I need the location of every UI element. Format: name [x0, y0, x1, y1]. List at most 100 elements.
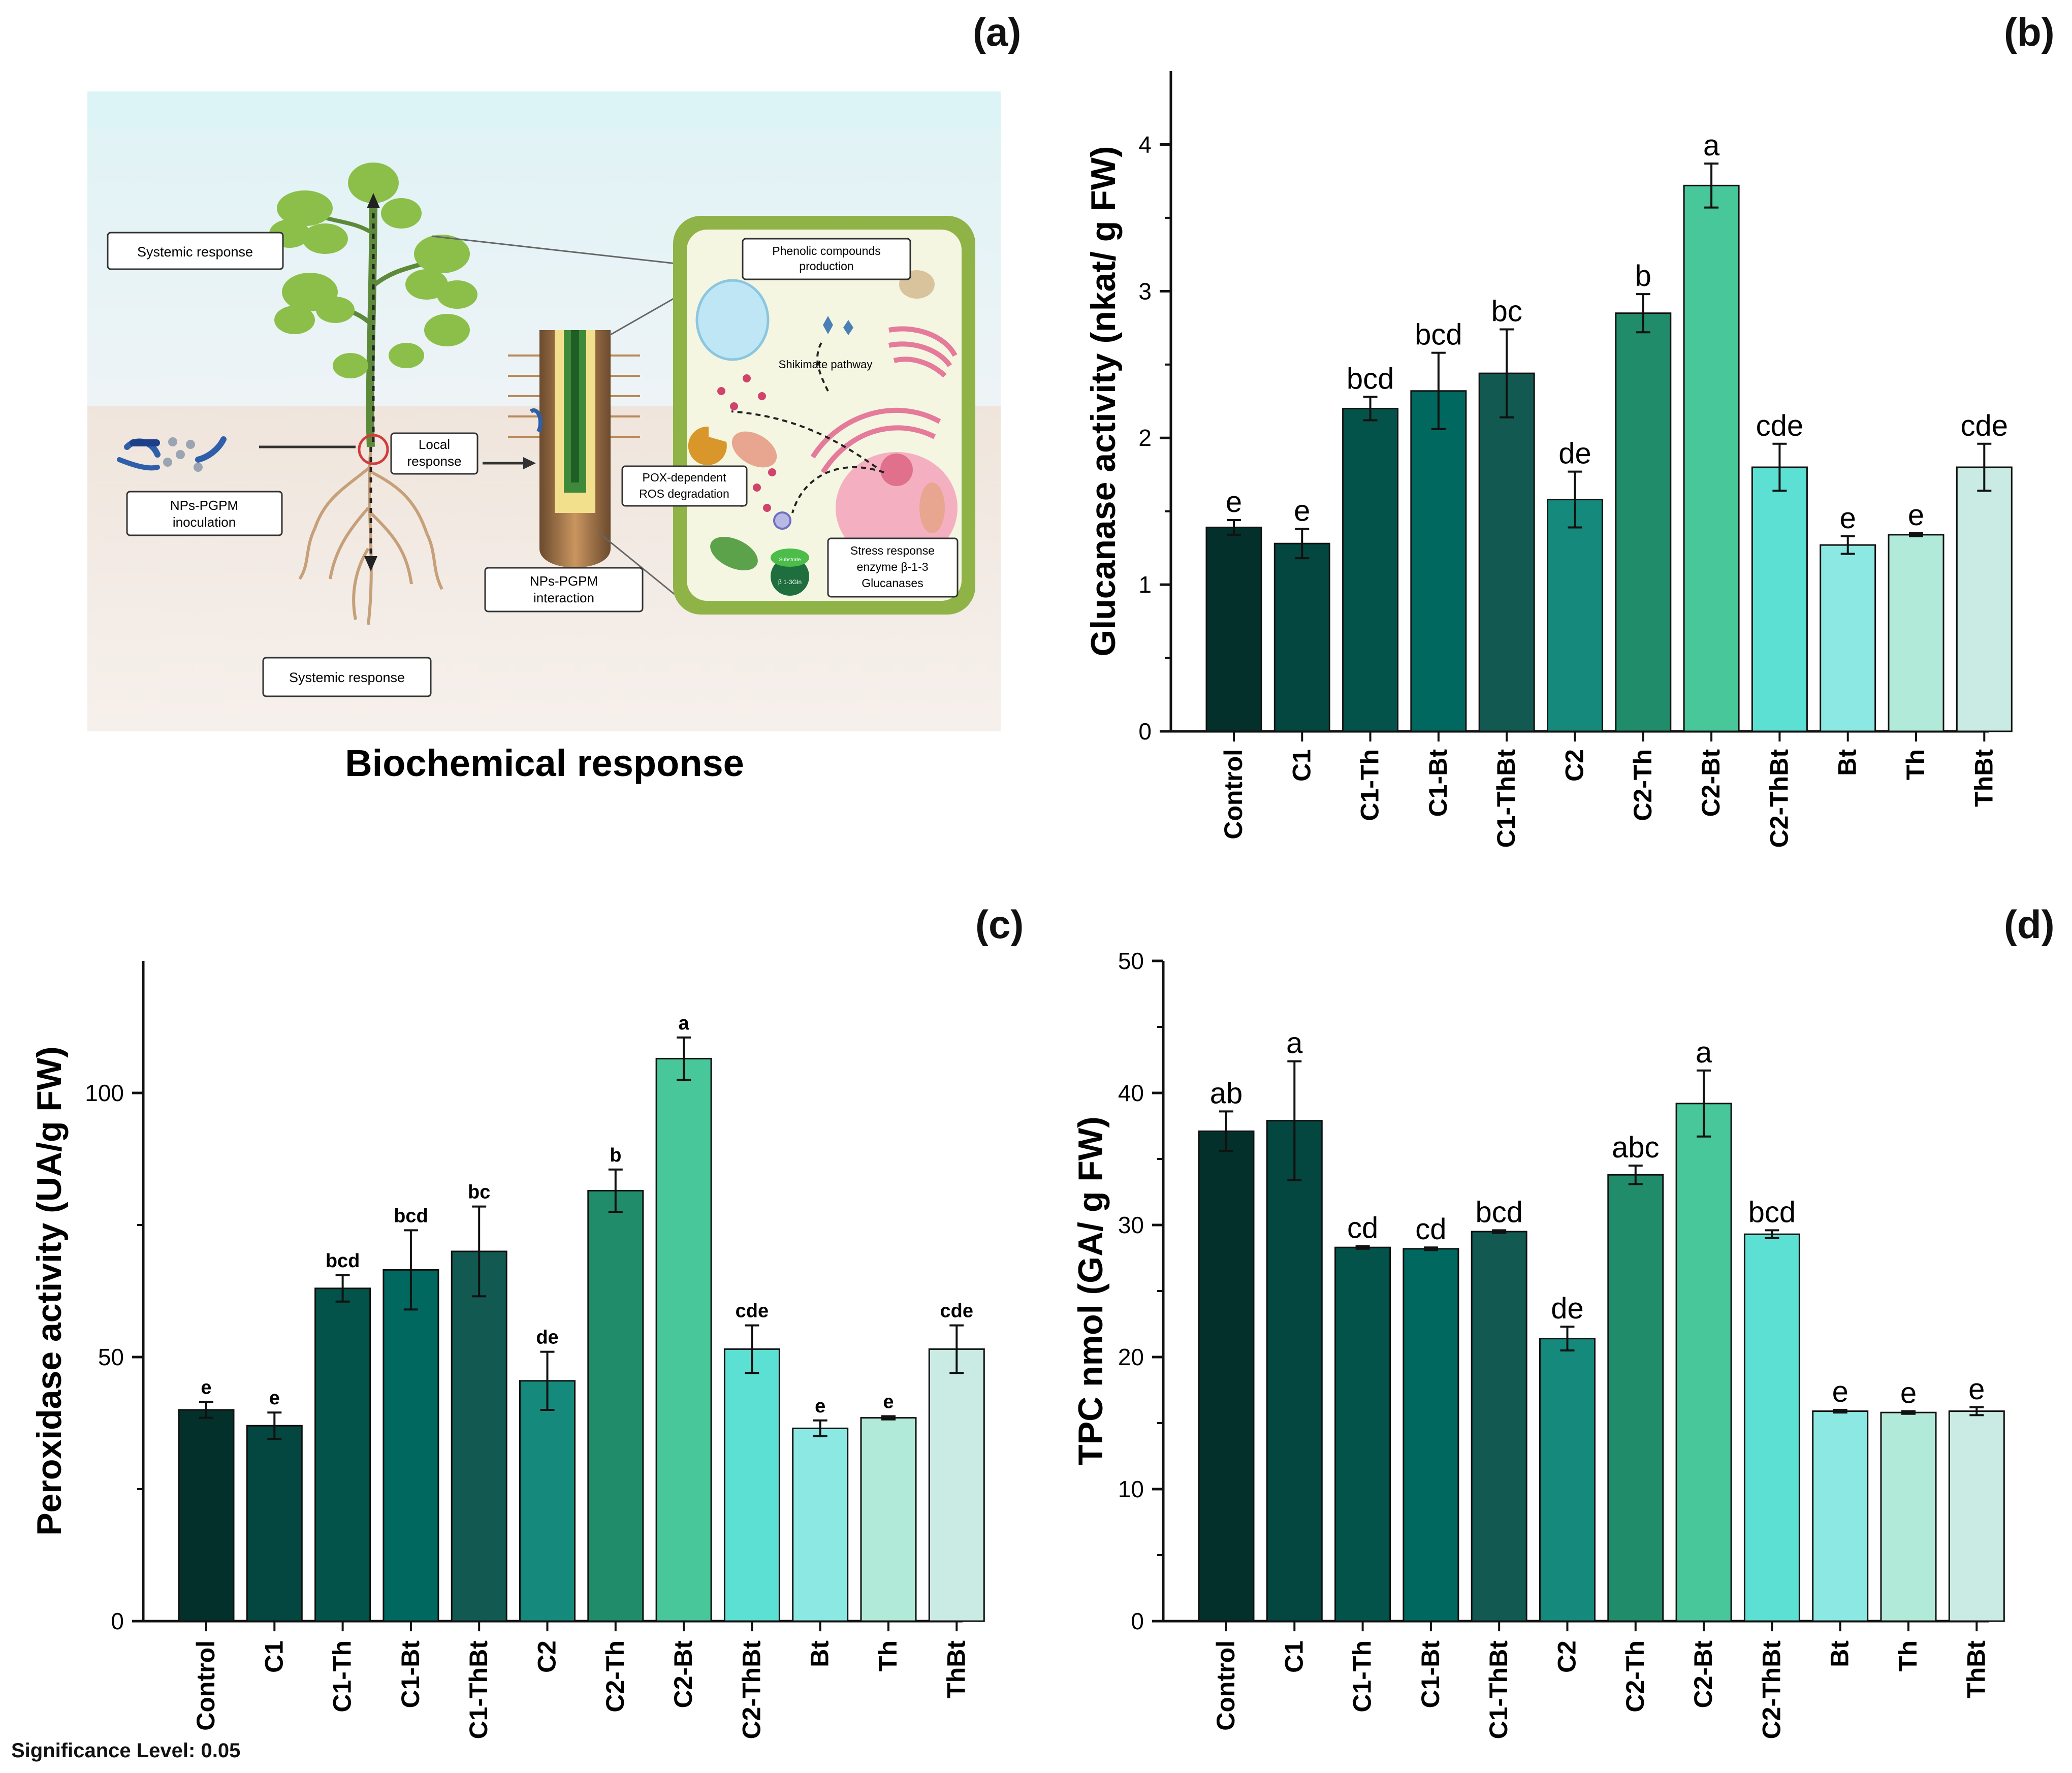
- sky-band: [87, 91, 1001, 130]
- x-tick-label: C2-Th: [601, 1640, 629, 1713]
- stress-line-2: enzyme β-1-3: [856, 560, 928, 573]
- x-tick-label: C2-ThBt: [737, 1640, 766, 1739]
- significance-letter: a: [679, 1013, 690, 1034]
- y-axis-label: TPC nmol (GA/ g FW): [1071, 1116, 1110, 1465]
- bar-C2: [1547, 499, 1603, 732]
- bar-C2-ThBt: [1743, 1233, 1800, 1622]
- phenolic-box: Phenolic compounds production: [742, 238, 911, 280]
- chart-c: 0 50 100 Peroxidase activity (UA/g FW) e Cont…: [30, 961, 985, 1739]
- x-tick-label: C2-Th: [1629, 749, 1657, 821]
- y-tick-label: 50: [98, 1344, 124, 1370]
- x-tick-label: ThBt: [1962, 1640, 1990, 1698]
- bar-C2-Bt: [655, 1057, 712, 1622]
- stress-box: Stress response enzyme β-1-3 Glucanases: [827, 537, 959, 598]
- bar-C2-Th: [587, 1189, 644, 1622]
- bar-C1: [246, 1425, 303, 1622]
- y-tick-label: 0: [1131, 1608, 1144, 1634]
- bar-C2-Bt: [1675, 1103, 1732, 1622]
- substrate-label: Substrate: [779, 557, 801, 563]
- x-tick-label: Bt: [1833, 749, 1862, 776]
- x-tick-label: C1-ThBt: [464, 1640, 493, 1739]
- y-tick-label: 10: [1118, 1476, 1144, 1502]
- bar-C2: [1539, 1338, 1596, 1622]
- systemic-response-top-box: Systemic response: [107, 232, 284, 270]
- tomato-plant-icon: [269, 163, 477, 447]
- x-tick-label: C2: [1560, 749, 1589, 782]
- significance-letter: bcd: [1475, 1196, 1523, 1229]
- phenolic-line-2: production: [799, 260, 853, 273]
- x-tick-label: C1-ThBt: [1484, 1640, 1513, 1739]
- x-tick-label: C1-Bt: [396, 1640, 425, 1708]
- bar-Th: [1880, 1411, 1937, 1622]
- x-tick-label: C2-Th: [1621, 1640, 1649, 1713]
- bar-C1-ThBt: [451, 1250, 507, 1622]
- significance-letter: e: [1840, 502, 1856, 535]
- significance-letter: e: [1968, 1373, 1985, 1406]
- significance-letter: e: [269, 1388, 280, 1409]
- x-tick-label: C2: [1553, 1640, 1581, 1673]
- bar-C2-ThBt: [723, 1348, 780, 1622]
- y-axis-label: Peroxidase activity (UA/g FW): [30, 1046, 69, 1536]
- local-response-line-2: response: [407, 454, 462, 469]
- x-tick-label: C1-Th: [328, 1640, 357, 1713]
- x-tick-label: C1-ThBt: [1492, 749, 1520, 848]
- y-tick-label: 1: [1138, 571, 1152, 598]
- bar-Th: [1888, 534, 1945, 732]
- significance-letter: ab: [1210, 1077, 1243, 1110]
- significance-letter: abc: [1612, 1131, 1660, 1164]
- significance-letter: bcd: [326, 1250, 360, 1272]
- y-tick-label: 2: [1138, 425, 1152, 451]
- local-response-box: Local response: [390, 432, 479, 475]
- interaction-line-1: NPs-PGPM: [530, 573, 598, 589]
- significance-letter: de: [1558, 437, 1591, 470]
- significance-letter: e: [1294, 494, 1310, 527]
- shikimate-label: Shikimate pathway: [779, 358, 873, 371]
- pox-line-1: POX-dependent: [643, 471, 727, 484]
- panel-label-c: (c): [975, 902, 1024, 947]
- significance-letter: e: [1900, 1377, 1917, 1410]
- panel-label-a: (a): [973, 10, 1022, 54]
- pox-line-2: ROS degradation: [639, 487, 729, 500]
- bar-Control: [178, 1409, 235, 1622]
- significance-letter: cd: [1415, 1213, 1446, 1246]
- bar-C1-Bt: [1402, 1248, 1459, 1622]
- systemic-response-bottom-box: Systemic response: [262, 657, 432, 697]
- y-tick-label: 40: [1118, 1080, 1144, 1106]
- diagram-title: Biochemical response: [345, 742, 744, 784]
- x-tick-label: Control: [192, 1640, 220, 1731]
- bar-Bt: [1812, 1410, 1869, 1622]
- systemic-response-bottom-text: Systemic response: [289, 670, 405, 685]
- phenolic-line-1: Phenolic compounds: [772, 244, 881, 257]
- bar-Control: [1198, 1130, 1255, 1622]
- interaction-line-2: interaction: [533, 590, 594, 605]
- x-tick-label: ThBt: [1969, 749, 1998, 807]
- bar-ThBt: [1948, 1410, 2005, 1622]
- inoculation-box: NPs-PGPM inoculation: [126, 491, 283, 536]
- x-tick-label: C1-Bt: [1424, 749, 1452, 817]
- diagram-panel: Systemic response NPs-PGPM inoculation L…: [87, 91, 1001, 784]
- x-tick-label: C1-Bt: [1416, 1640, 1445, 1708]
- significance-letter: e: [1908, 499, 1924, 532]
- plant-cell-icon: [673, 216, 975, 615]
- bar-C2-Bt: [1683, 184, 1740, 732]
- y-tick-label: 0: [1138, 718, 1152, 745]
- bar-C2-Th: [1615, 312, 1672, 732]
- significance-letter: e: [1226, 486, 1242, 519]
- chart-b: 0 1 2 3 4 Glucanase activity (nkat/ g FW) e Con…: [1084, 71, 2013, 848]
- bar-C1-Th: [1334, 1246, 1391, 1622]
- significance-letter: cde: [1756, 409, 1804, 442]
- significance-letter: a: [1286, 1027, 1303, 1060]
- y-tick-label: 0: [111, 1608, 124, 1634]
- bar-C1: [1273, 542, 1330, 732]
- y-tick-label: 30: [1118, 1212, 1144, 1238]
- significance-letter: cd: [1347, 1212, 1378, 1245]
- bar-C2-Th: [1607, 1174, 1664, 1622]
- x-tick-label: Control: [1212, 1640, 1240, 1731]
- significance-letter: e: [201, 1377, 211, 1398]
- x-tick-label: C1: [1287, 749, 1316, 782]
- bar-C1-Th: [1342, 407, 1399, 732]
- significance-letter: cde: [736, 1301, 769, 1322]
- pox-box: POX-dependent ROS degradation: [621, 465, 748, 507]
- x-tick-label: Th: [874, 1640, 902, 1671]
